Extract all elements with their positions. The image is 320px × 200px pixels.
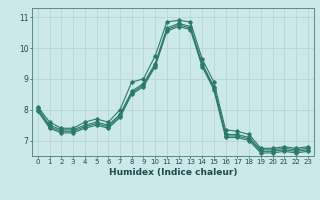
X-axis label: Humidex (Indice chaleur): Humidex (Indice chaleur) xyxy=(108,168,237,177)
